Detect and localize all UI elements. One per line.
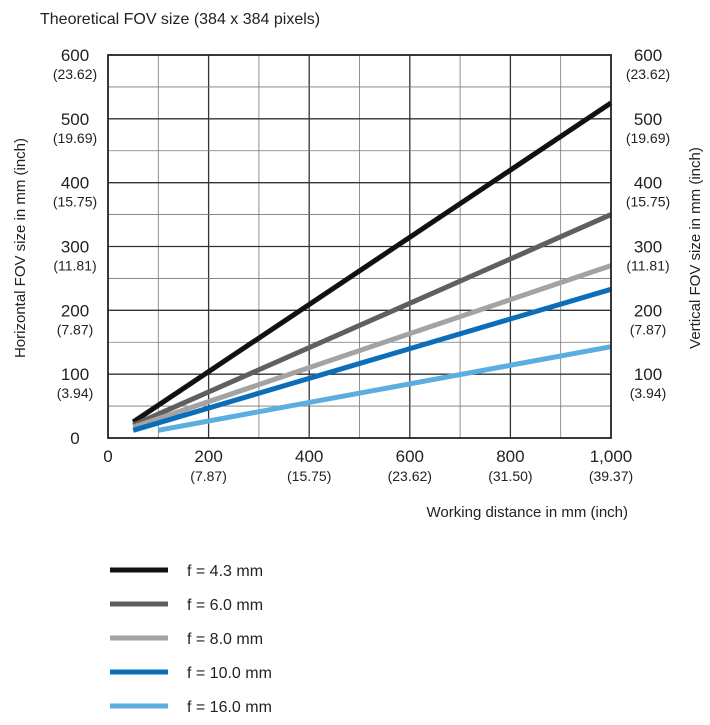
x-tick-sublabel: (39.37) bbox=[589, 468, 633, 484]
y-tick-labels-left: 0 100(3.94) 200(7.87) 300(11.81) 400(15.75) 5… bbox=[53, 46, 97, 448]
y-tick-sublabel-left: (15.75) bbox=[53, 194, 97, 210]
legend-label-3: f = 8.0 mm bbox=[187, 631, 263, 648]
y-tick-sublabel-left: (11.81) bbox=[53, 258, 96, 274]
x-tick-label: 200 bbox=[194, 447, 222, 466]
series-line-5 bbox=[157, 344, 612, 433]
y-axis-label-left: Horizontal FOV size in mm (inch) bbox=[12, 138, 29, 358]
y-tick-sublabel-left: (7.87) bbox=[57, 321, 94, 337]
axis-frame bbox=[107, 54, 612, 439]
legend-label-5: f = 16.0 mm bbox=[187, 699, 272, 716]
series-lines bbox=[131, 100, 613, 433]
legend-label-4: f = 10.0 mm bbox=[187, 665, 272, 682]
y-tick-label-left: 100 bbox=[61, 365, 89, 384]
x-tick-sublabel: (23.62) bbox=[388, 468, 432, 484]
series-line-3 bbox=[132, 263, 612, 430]
y-tick-label-left: 0 bbox=[70, 429, 79, 448]
x-tick-labels: 0 200 (7.87) 400 (15.75) 600 (23.62) 800 (31.50)… bbox=[103, 447, 633, 484]
grid bbox=[108, 55, 611, 438]
x-tick-sublabel: (7.87) bbox=[190, 468, 227, 484]
y-tick-label-left: 600 bbox=[61, 46, 89, 65]
x-tick-label: 400 bbox=[295, 447, 323, 466]
chart-title: Theoretical FOV size (384 x 384 pixels) bbox=[40, 11, 320, 28]
x-tick-sublabel: (31.50) bbox=[488, 468, 532, 484]
y-tick-sublabel-left: (23.62) bbox=[53, 66, 97, 82]
x-axis-label: Working distance in mm (inch) bbox=[427, 504, 628, 521]
legend-label-1: f = 4.3 mm bbox=[187, 563, 263, 580]
legend: f = 4.3 mm f = 6.0 mm f = 8.0 mm f = 10.0 m… bbox=[110, 563, 272, 716]
x-tick-label: 800 bbox=[496, 447, 524, 466]
y-tick-label-left: 400 bbox=[61, 174, 89, 193]
series-line-1 bbox=[131, 100, 613, 425]
x-tick-sublabel: (15.75) bbox=[287, 468, 331, 484]
y-tick-sublabel-right: (7.87) bbox=[630, 321, 667, 337]
y-tick-sublabel-right: (11.81) bbox=[626, 258, 669, 274]
y-axis-label-right: Vertical FOV size in mm (inch) bbox=[687, 147, 704, 349]
plot-frame bbox=[107, 54, 612, 439]
y-tick-label-right: 500 bbox=[634, 110, 662, 129]
y-tick-label-right: 100 bbox=[634, 365, 662, 384]
y-tick-sublabel-left: (3.94) bbox=[57, 385, 94, 401]
y-tick-sublabel-right: (3.94) bbox=[630, 385, 667, 401]
y-tick-sublabel-right: (19.69) bbox=[626, 130, 670, 146]
y-tick-label-left: 300 bbox=[61, 238, 89, 257]
x-tick-label: 1,000 bbox=[590, 447, 633, 466]
y-tick-sublabel-right: (15.75) bbox=[626, 194, 670, 210]
series-line-2 bbox=[132, 212, 613, 428]
y-tick-label-right: 600 bbox=[634, 46, 662, 65]
series-line-4 bbox=[132, 286, 612, 433]
y-tick-labels-right: 100(3.94) 200(7.87) 300(11.81) 400(15.75) 50… bbox=[626, 46, 670, 401]
x-tick-label: 600 bbox=[396, 447, 424, 466]
x-tick-label: 0 bbox=[103, 447, 112, 466]
y-tick-sublabel-left: (19.69) bbox=[53, 130, 97, 146]
y-tick-label-right: 400 bbox=[634, 174, 662, 193]
y-tick-label-left: 500 bbox=[61, 110, 89, 129]
y-tick-label-right: 200 bbox=[634, 301, 662, 320]
y-tick-label-right: 300 bbox=[634, 238, 662, 257]
legend-label-2: f = 6.0 mm bbox=[187, 597, 263, 614]
y-tick-sublabel-right: (23.62) bbox=[626, 66, 670, 82]
y-tick-label-left: 200 bbox=[61, 301, 89, 320]
